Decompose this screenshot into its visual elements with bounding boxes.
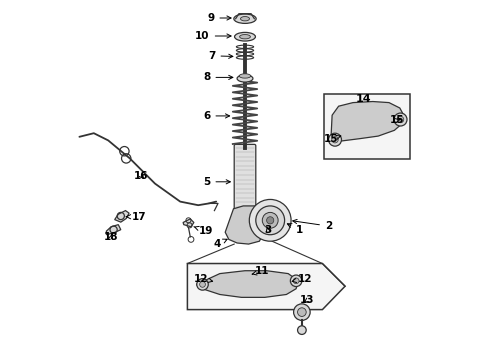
Text: 9: 9 xyxy=(207,13,231,23)
Bar xyxy=(324,94,410,159)
Text: 12: 12 xyxy=(194,274,213,284)
Circle shape xyxy=(293,278,299,284)
Text: 15: 15 xyxy=(323,134,341,144)
Circle shape xyxy=(291,275,302,287)
Circle shape xyxy=(397,116,404,123)
Circle shape xyxy=(297,308,306,316)
Text: 11: 11 xyxy=(252,266,270,276)
Ellipse shape xyxy=(239,74,251,78)
Text: 17: 17 xyxy=(126,212,147,222)
Polygon shape xyxy=(196,271,298,297)
FancyBboxPatch shape xyxy=(234,144,256,210)
Polygon shape xyxy=(331,102,404,144)
Circle shape xyxy=(332,136,338,143)
Text: 19: 19 xyxy=(194,226,214,236)
Polygon shape xyxy=(115,211,129,222)
Circle shape xyxy=(262,212,278,228)
Circle shape xyxy=(328,133,342,146)
Text: 1: 1 xyxy=(287,224,303,235)
Text: 15: 15 xyxy=(390,115,405,125)
Ellipse shape xyxy=(240,35,250,39)
Polygon shape xyxy=(187,264,345,310)
Circle shape xyxy=(297,326,306,334)
Ellipse shape xyxy=(241,17,249,21)
Circle shape xyxy=(267,217,274,224)
Text: 5: 5 xyxy=(203,177,230,187)
Text: 12: 12 xyxy=(292,274,313,284)
Text: 13: 13 xyxy=(300,295,315,305)
Text: 18: 18 xyxy=(104,232,118,242)
Polygon shape xyxy=(225,206,269,244)
Polygon shape xyxy=(106,225,121,235)
Text: 4: 4 xyxy=(213,239,227,249)
Circle shape xyxy=(249,199,291,241)
Text: 8: 8 xyxy=(203,72,233,82)
Circle shape xyxy=(294,304,310,320)
Text: 16: 16 xyxy=(134,171,148,181)
Ellipse shape xyxy=(237,75,253,82)
Text: 10: 10 xyxy=(195,31,231,41)
Circle shape xyxy=(394,113,407,126)
Circle shape xyxy=(256,206,285,235)
Text: 2: 2 xyxy=(293,219,332,231)
Text: 14: 14 xyxy=(356,94,371,104)
Polygon shape xyxy=(183,219,194,227)
Text: 7: 7 xyxy=(208,51,233,61)
Text: 6: 6 xyxy=(203,111,230,121)
Ellipse shape xyxy=(234,14,256,23)
Circle shape xyxy=(197,279,208,290)
Ellipse shape xyxy=(235,32,255,41)
Text: 3: 3 xyxy=(264,225,271,235)
Circle shape xyxy=(199,282,205,287)
